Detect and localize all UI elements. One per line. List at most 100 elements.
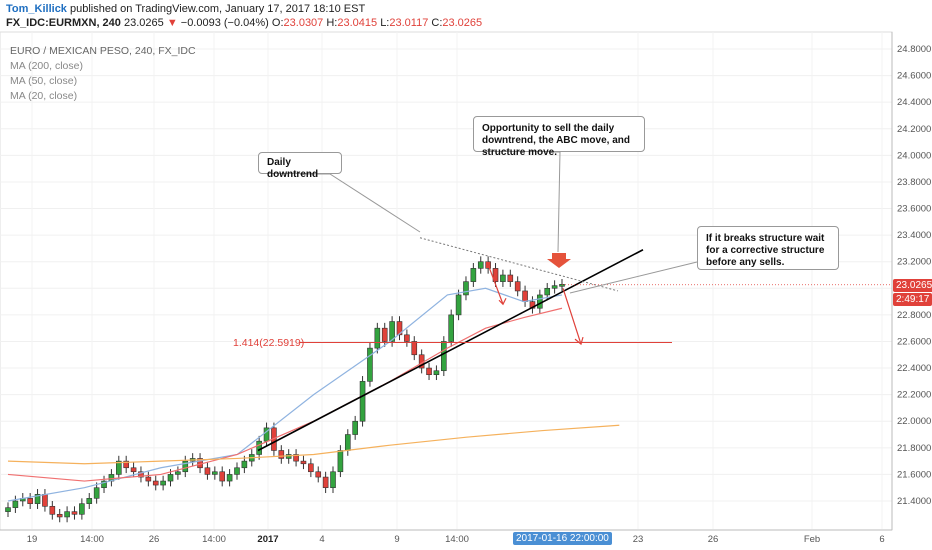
annotation-daily-downtrend[interactable]: Daily downtrend [258, 152, 342, 180]
price-change: −0.0093 (−0.04%) [180, 17, 269, 29]
candle [404, 334, 410, 342]
candle [367, 347, 373, 382]
candle [514, 281, 521, 292]
down-arrow-marker [547, 253, 571, 268]
candle [116, 460, 122, 475]
high-value: 23.0415 [337, 17, 378, 29]
candle [241, 460, 248, 469]
candle [86, 498, 93, 504]
callout-pointer [300, 173, 421, 233]
ohlc-line: FX_IDC:EURMXN, 240 23.0265 ▼ −0.0093 (−0… [6, 17, 482, 29]
annotation-opportunity[interactable]: Opportunity to sell the daily downtrend,… [473, 116, 645, 158]
candle [433, 370, 440, 376]
candle [551, 285, 558, 289]
candle [374, 327, 381, 349]
candle [308, 463, 314, 473]
candle [559, 284, 565, 287]
published-text: published on TradingView.com, January 17… [70, 3, 366, 15]
candle [212, 471, 218, 475]
candle [152, 480, 159, 486]
x-tick-label: 26 [149, 534, 160, 545]
candle [234, 467, 240, 475]
y-tick-label: 23.8000 [897, 177, 931, 188]
chart-header: Tom_Killick published on TradingView.com… [0, 0, 932, 32]
fib-level-label: 1.414(22.5919) [233, 337, 305, 349]
candle [34, 494, 41, 504]
x-tick-label: 14:00 [202, 534, 226, 545]
candle [463, 281, 469, 296]
trend-line [257, 249, 644, 452]
candle [337, 450, 344, 473]
candle [182, 460, 189, 473]
candle [426, 367, 432, 376]
candle [344, 434, 351, 451]
author-link[interactable]: Tom_Killick [6, 3, 67, 15]
legend-ma200: MA (200, close) [10, 60, 83, 72]
candle [12, 500, 19, 508]
low-label: L: [380, 17, 390, 29]
down-arrow-icon: ▼ [166, 17, 178, 29]
candle [101, 480, 107, 489]
y-tick-label: 22.4000 [897, 363, 931, 374]
sell-arrow [562, 288, 582, 345]
candle [300, 460, 307, 465]
y-tick-label: 22.8000 [897, 310, 931, 321]
y-tick-label: 21.6000 [897, 469, 931, 480]
candle [330, 471, 336, 489]
y-tick-label: 23.2000 [897, 257, 931, 268]
x-tick-label: Feb [804, 534, 820, 545]
abc-arrowhead [498, 297, 507, 306]
candle [352, 420, 358, 435]
y-tick-label: 24.8000 [897, 44, 931, 55]
candle [389, 321, 395, 342]
candle [522, 290, 528, 302]
countdown-tag: 2:49:17 [893, 293, 932, 306]
x-tick-label: 6 [879, 534, 884, 545]
y-tick-label: 24.0000 [897, 150, 931, 161]
x-tick-label: 14:00 [80, 534, 104, 545]
callout-pointer [550, 151, 561, 253]
candle [226, 474, 233, 482]
annotation-breaks-structure[interactable]: If it breaks structure wait for a correc… [697, 226, 839, 270]
candle [167, 474, 174, 482]
candle [537, 294, 543, 309]
chart-legend: EURO / MEXICAN PESO, 240, FX_IDC MA (200… [10, 44, 196, 104]
last-price: 23.0265 [123, 17, 164, 29]
high-label: H: [326, 17, 338, 29]
legend-ma50: MA (50, close) [10, 75, 78, 87]
plot-area [0, 31, 893, 531]
candle [219, 471, 226, 482]
low-value: 23.0117 [389, 17, 429, 29]
candle [448, 314, 455, 342]
candle [93, 487, 100, 499]
candle [500, 274, 506, 282]
x-tick-label: 23 [633, 534, 644, 545]
y-tick-label: 24.4000 [897, 97, 931, 108]
y-tick-label: 22.6000 [897, 336, 931, 347]
candle [130, 467, 137, 473]
legend-title: EURO / MEXICAN PESO, 240, FX_IDC [10, 45, 196, 57]
candle [42, 494, 48, 507]
current-price-tag: 23.0265 [893, 279, 932, 292]
y-tick-label: 21.4000 [897, 496, 931, 507]
candle [123, 460, 129, 469]
y-tick-label: 23.6000 [897, 204, 931, 215]
x-tick-label: 14:00 [445, 534, 469, 545]
y-tick-label: 24.6000 [897, 71, 931, 82]
open-label: O: [271, 17, 284, 29]
x-tick-label: 26 [708, 534, 719, 545]
abc-arrow [486, 261, 504, 305]
candle [455, 294, 462, 316]
legend-ma20: MA (20, close) [10, 90, 78, 102]
y-tick-label: 21.8000 [897, 443, 931, 454]
y-tick-label: 22.2000 [897, 390, 931, 401]
candle [56, 513, 63, 518]
candle [145, 476, 152, 482]
close-label: C: [431, 17, 443, 29]
x-tick-label: 9 [394, 534, 399, 545]
candle [470, 268, 477, 282]
candle [322, 476, 329, 489]
candle [359, 381, 366, 422]
candle [175, 471, 181, 475]
